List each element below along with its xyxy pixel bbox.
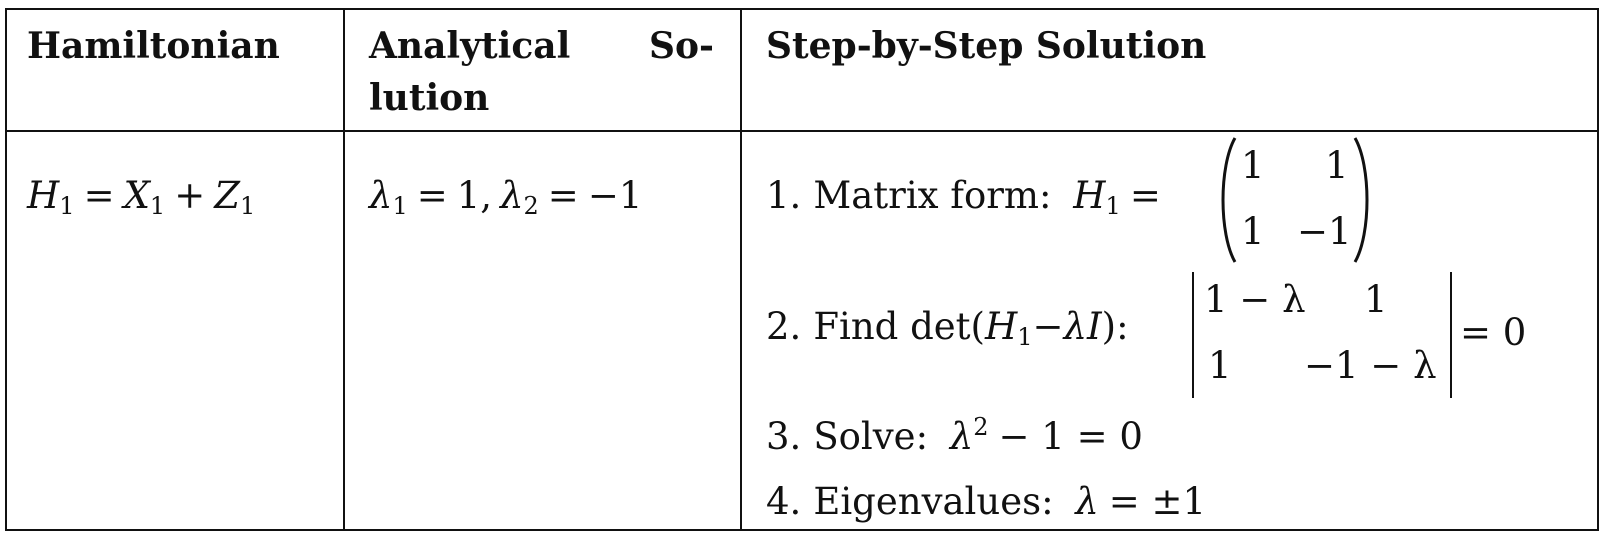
header-solution-part1: So-: [649, 25, 714, 67]
header-solution-part2: lution: [369, 77, 490, 119]
step-4: 4. Eigenvalues: λ = ±1: [766, 480, 1207, 523]
right-bar: [1450, 272, 1452, 398]
header-divider: [5, 130, 1599, 132]
header-hamiltonian: Hamiltonian: [27, 25, 280, 67]
determinant-equals: = 0: [1460, 311, 1527, 354]
header-step-by-step: Step-by-Step Solution: [766, 25, 1207, 67]
matrix-cell: −1 − λ: [1304, 344, 1437, 387]
column-divider: [740, 8, 742, 531]
column-divider: [343, 8, 345, 531]
left-bar: [1192, 272, 1194, 398]
matrix-cell: 1: [1208, 344, 1232, 387]
step-2: 2. Find det(H1−λI):: [766, 305, 1129, 351]
matrix-cell: 1: [1325, 144, 1349, 187]
header-analytical-word: Analytical: [369, 25, 571, 67]
left-paren: [1221, 137, 1237, 263]
matrix-cell: 1: [1241, 144, 1265, 187]
table-frame: [5, 8, 1599, 531]
right-paren: [1353, 137, 1369, 263]
step-3: 3. Solve: λ2− 1 = 0: [766, 413, 1143, 458]
matrix-cell: −1: [1297, 210, 1352, 253]
matrix-h1: 1 1 1 −1: [1213, 136, 1377, 264]
matrix-cell: 1: [1241, 210, 1265, 253]
header-analytical-solution: Analytical So- lution: [369, 20, 714, 124]
matrix-cell: 1: [1364, 278, 1388, 321]
determinant-matrix: 1 − λ 1 1 −1 − λ = 0: [1192, 270, 1526, 400]
hamiltonian-expression: H1 = X1 + Z1: [27, 174, 256, 220]
matrix-cell: 1 − λ: [1204, 278, 1306, 321]
analytical-solution: λ1 = 1, λ2 = −1: [369, 174, 643, 220]
step-1: 1. Matrix form: H1 =: [766, 174, 1161, 220]
